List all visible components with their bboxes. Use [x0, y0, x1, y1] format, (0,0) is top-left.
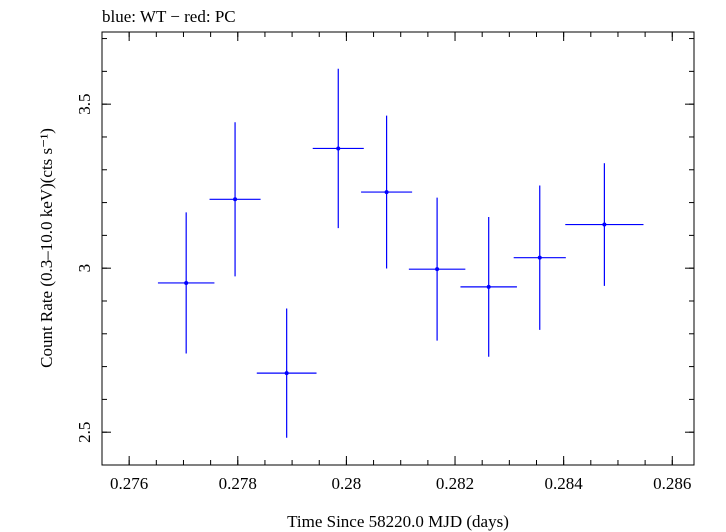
x-axis-label: Time Since 58220.0 MJD (days)	[287, 512, 509, 531]
y-tick-label: 3.5	[75, 94, 94, 115]
data-point	[602, 222, 607, 227]
y-axis-label: Count Rate (0.3–10.0 keV)(cts s⁻¹)	[37, 128, 56, 368]
y-tick-label: 3	[75, 264, 94, 273]
data-point	[284, 371, 289, 376]
x-tick-label: 0.282	[436, 474, 474, 493]
data-point	[537, 255, 542, 260]
data-point	[336, 146, 341, 151]
data-point	[435, 267, 440, 272]
data-point	[233, 197, 238, 202]
x-tick-label: 0.286	[653, 474, 691, 493]
data-point	[384, 190, 389, 195]
data-point	[486, 284, 491, 289]
chart-title: blue: WT − red: PC	[102, 7, 236, 26]
plot-frame	[101, 31, 695, 466]
x-tick-label: 0.278	[219, 474, 257, 493]
axis-ticks: 0.276 0.278 0.28 0.282 0.284 0.286 2.5 3 3.5	[75, 32, 694, 493]
data-point	[184, 280, 189, 285]
x-tick-label: 0.284	[545, 474, 584, 493]
y-tick-label: 2.5	[75, 422, 94, 443]
x-tick-label: 0.28	[332, 474, 362, 493]
data-marks	[157, 68, 644, 438]
x-tick-label: 0.276	[110, 474, 148, 493]
